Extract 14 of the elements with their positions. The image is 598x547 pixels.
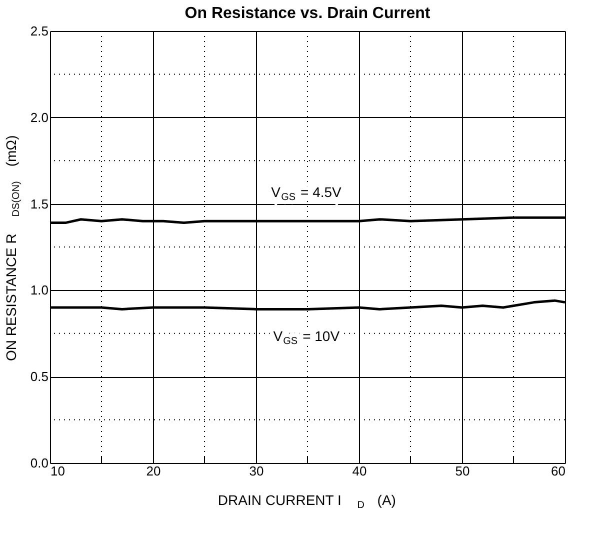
x-tick-label: 10 bbox=[50, 464, 65, 478]
y-tick-label: 0.5 bbox=[30, 369, 48, 384]
x-tick-label: 20 bbox=[146, 464, 161, 478]
x-tick-label: 40 bbox=[352, 464, 367, 478]
x-tick-label: 60 bbox=[551, 464, 566, 478]
y-tick-label: 0.0 bbox=[30, 456, 48, 470]
y-tick-label: 2.0 bbox=[30, 110, 48, 125]
y-tick-label: 1.5 bbox=[30, 196, 48, 212]
text: ON RESISTANCE RDS(ON) (mΩ) bbox=[3, 135, 22, 362]
y-tick-label: 2.5 bbox=[30, 24, 48, 38]
y-tick-label: 1.0 bbox=[30, 282, 48, 298]
x-tick-label: 30 bbox=[249, 464, 264, 478]
x-tick-label: 50 bbox=[455, 464, 470, 478]
chart-title: On Resistance vs. Drain Current bbox=[184, 5, 431, 22]
